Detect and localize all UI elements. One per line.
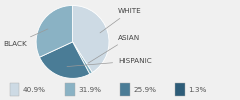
Text: 25.9%: 25.9% <box>133 86 156 92</box>
Wedge shape <box>36 6 72 57</box>
Text: 1.3%: 1.3% <box>188 86 207 92</box>
Wedge shape <box>72 42 92 74</box>
Text: BLACK: BLACK <box>3 29 48 47</box>
Wedge shape <box>40 42 90 78</box>
Text: 40.9%: 40.9% <box>23 86 46 92</box>
Text: 31.9%: 31.9% <box>78 86 101 92</box>
Text: ASIAN: ASIAN <box>88 34 140 63</box>
Text: HISPANIC: HISPANIC <box>67 58 152 67</box>
Wedge shape <box>72 6 109 73</box>
Text: WHITE: WHITE <box>100 8 142 33</box>
